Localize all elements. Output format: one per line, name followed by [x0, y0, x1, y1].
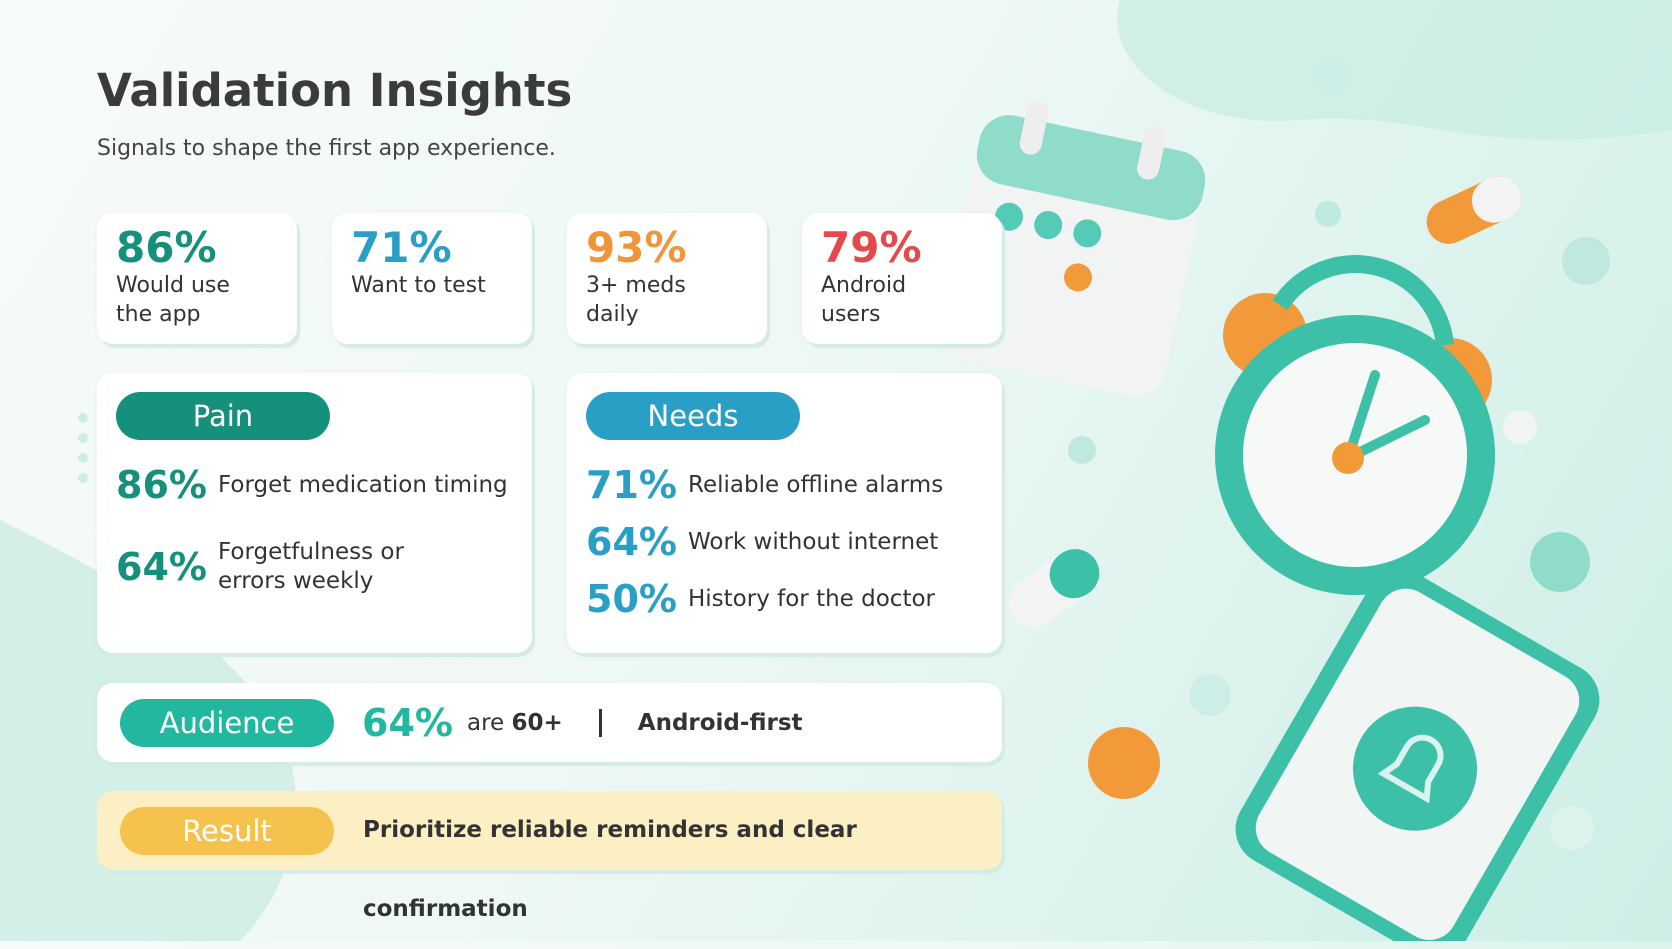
audience-text: are 60+	[467, 710, 563, 736]
item: 64% Work without internet	[586, 520, 978, 564]
stat-card: 86% Would use the app	[97, 213, 297, 344]
stat-value: 86%	[116, 223, 217, 272]
item-value: 64%	[586, 520, 677, 564]
stat-card: 79% Android users	[802, 213, 1002, 344]
item: 64% Forgetfulness or errors weekly	[116, 538, 418, 596]
stat-card: 93% 3+ meds daily	[567, 213, 767, 344]
tag: Result	[120, 807, 334, 855]
stat-label: Would use	[116, 273, 230, 298]
stat-value: 71%	[351, 223, 452, 272]
item-value: 50%	[586, 577, 677, 621]
audience-card: Audience 64% are 60+ Android-first	[97, 683, 1002, 762]
text: are	[466, 709, 505, 736]
item-text: Forget medication timing	[218, 471, 508, 498]
stat-value: 93%	[586, 223, 687, 272]
item: 50% History for the doctor	[586, 577, 978, 621]
item-value: 71%	[586, 463, 677, 507]
stat-label: the app	[116, 302, 201, 327]
item-value: 86%	[116, 463, 207, 507]
stat-label: 3+ meds	[586, 273, 686, 298]
stat-card: 71% Want to test	[332, 213, 532, 344]
stat-label: users	[821, 302, 881, 327]
stat-value: 79%	[821, 223, 922, 272]
tag: Audience	[120, 699, 334, 747]
item-text: Reliable offline alarms	[688, 471, 944, 498]
title: Validation Insights	[97, 64, 573, 117]
item-text: Forgetfulness or errors weekly	[218, 539, 404, 594]
stat-label: Android	[821, 273, 907, 298]
item-text: Work without internet	[688, 528, 939, 555]
emphasis: 60+	[511, 709, 563, 736]
item-text: History for the doctor	[688, 585, 935, 612]
result-card: Result Prioritize reliable reminders and…	[97, 791, 1002, 922]
subtitle: Signals to shape the first app experienc…	[97, 136, 556, 161]
stat-label: Want to test	[351, 273, 486, 298]
needs-card: Needs 71% Reliable offline alarms 64% Wo…	[567, 373, 1002, 653]
audience-line: 64% are 60+ Android-first	[362, 683, 803, 762]
tag: Needs	[586, 392, 800, 440]
pain-card: Pain 86% Forget medication timing 64% Fo…	[97, 373, 532, 653]
item-value: 64%	[116, 545, 207, 589]
result-text: Prioritize reliable reminders and clear …	[363, 817, 857, 922]
item: 71% Reliable offline alarms	[586, 463, 978, 507]
separator	[598, 708, 602, 737]
tag: Pain	[116, 392, 330, 440]
audience-value: 64%	[362, 700, 453, 745]
item: 86% Forget medication timing	[116, 463, 508, 507]
platform: Android-first	[637, 709, 803, 736]
stat-label: daily	[586, 302, 639, 327]
